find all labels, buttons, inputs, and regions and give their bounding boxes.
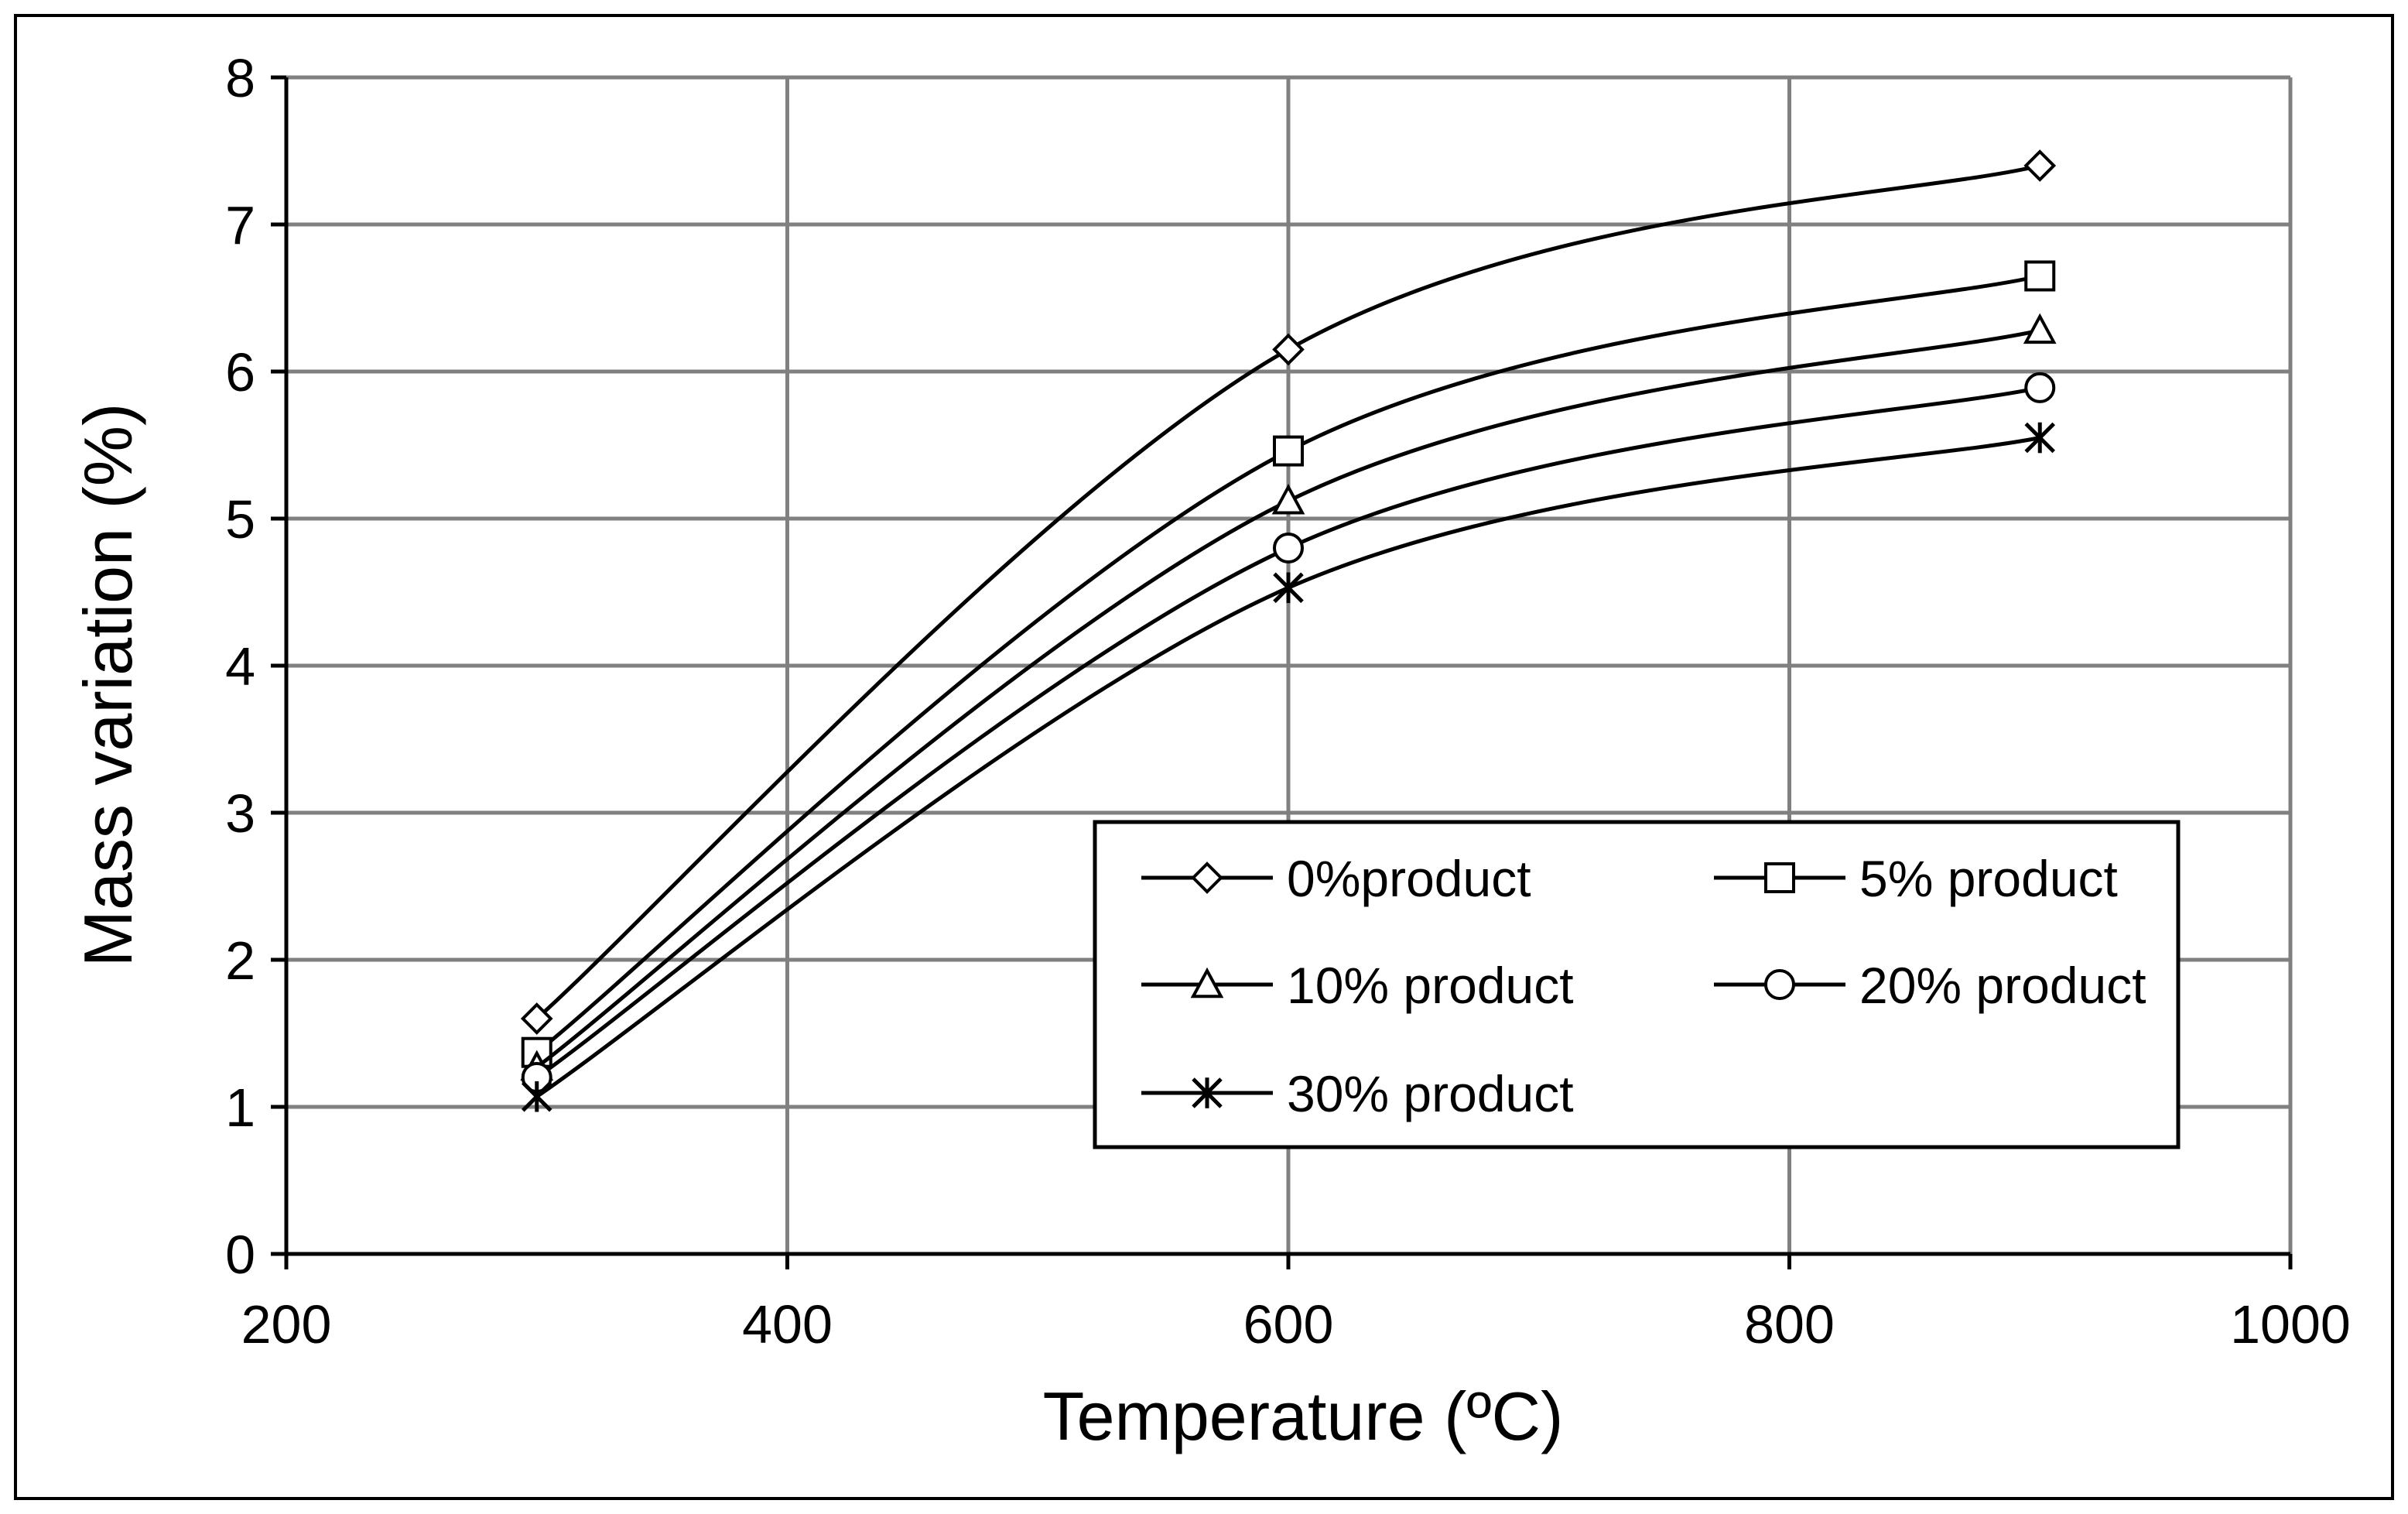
series-0 bbox=[520, 149, 2057, 1035]
y-tick-label: 7 bbox=[225, 195, 255, 255]
x-tick-label: 1000 bbox=[2230, 1294, 2351, 1355]
legend-item: 5% product bbox=[1714, 850, 2118, 907]
data-point bbox=[521, 1081, 552, 1112]
legend-item: 20% product bbox=[1714, 957, 2146, 1014]
series-4 bbox=[521, 422, 2056, 1112]
series-line bbox=[535, 436, 2040, 1098]
data-point bbox=[1272, 333, 1305, 366]
legend-marker bbox=[1191, 861, 1223, 894]
series-3 bbox=[521, 372, 2056, 1093]
y-tick-label: 0 bbox=[225, 1225, 255, 1285]
legend: 0%product 5% product 10% product 20% produc… bbox=[1093, 820, 2181, 1149]
axes bbox=[271, 75, 2293, 1269]
data-point bbox=[1271, 483, 1305, 515]
x-tick-label: 600 bbox=[1243, 1294, 1334, 1355]
legend-item: 0%product bbox=[1141, 850, 1531, 907]
data-point bbox=[2024, 372, 2056, 403]
legend-marker bbox=[1192, 1077, 1223, 1108]
legend-label: 20% product bbox=[1859, 957, 2146, 1014]
legend-marker bbox=[1190, 967, 1224, 998]
y-tick-label: 5 bbox=[225, 489, 255, 550]
y-tick-label: 4 bbox=[225, 636, 255, 697]
series-line bbox=[535, 163, 2040, 1020]
legend-label: 0%product bbox=[1287, 850, 1531, 907]
y-tick-label: 8 bbox=[225, 48, 255, 108]
x-tick-label: 200 bbox=[241, 1294, 332, 1355]
legend-marker bbox=[1764, 862, 1795, 893]
series-group bbox=[520, 149, 2057, 1112]
data-point bbox=[520, 1002, 553, 1035]
legend-label: 30% product bbox=[1287, 1065, 1574, 1122]
legend-item: 30% product bbox=[1141, 1065, 1574, 1122]
y-tick-label: 3 bbox=[225, 783, 255, 844]
x-tick-label: 400 bbox=[742, 1294, 833, 1355]
series-line bbox=[535, 274, 2040, 1054]
y-tick-label: 1 bbox=[225, 1077, 255, 1138]
legend-marker bbox=[1764, 969, 1795, 1000]
y-axis-title: Mass variation (%) bbox=[70, 403, 146, 968]
data-point bbox=[2023, 149, 2057, 182]
grid-lines bbox=[286, 75, 2293, 1254]
chart-border bbox=[14, 14, 2394, 1500]
legend-item: 10% product bbox=[1141, 957, 1574, 1014]
y-tick-label: 6 bbox=[225, 342, 255, 402]
legend-label: 5% product bbox=[1859, 850, 2118, 907]
y-tick-label: 2 bbox=[225, 930, 255, 991]
series-line bbox=[535, 328, 2040, 1069]
data-point bbox=[1273, 533, 1304, 563]
data-point bbox=[1273, 572, 1304, 604]
data-point bbox=[1273, 435, 1304, 467]
legend-box bbox=[1093, 820, 2181, 1149]
data-point bbox=[2023, 313, 2057, 344]
x-axis-title: Temperature (ºC) bbox=[1043, 1378, 1564, 1454]
tick-labels: 0 1 2 3 4 5 6 7 8 200 400 600 800 1000 bbox=[225, 48, 2351, 1355]
x-tick-label: 800 bbox=[1744, 1294, 1835, 1355]
data-point bbox=[2024, 260, 2056, 292]
data-point bbox=[2024, 422, 2056, 454]
legend-label: 10% product bbox=[1287, 957, 1574, 1014]
